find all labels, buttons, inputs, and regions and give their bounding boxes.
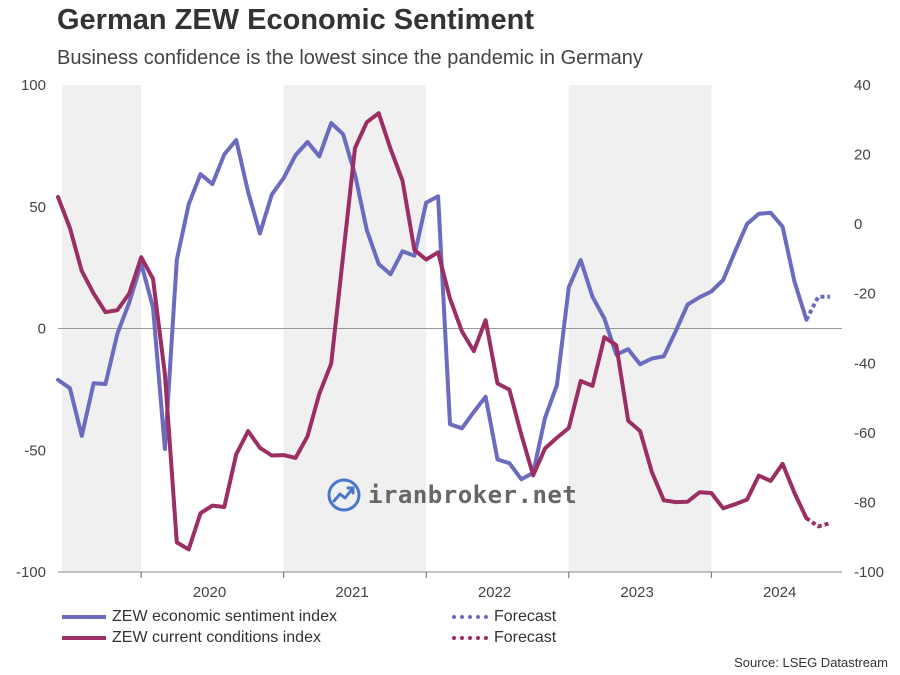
x-tick-label: 2022 [478, 584, 511, 601]
x-tick-label: 2023 [620, 584, 653, 601]
left-y-tick-label: 50 [29, 199, 46, 216]
right-y-tick-label: -80 [854, 494, 876, 511]
legend-item-conditions: ZEW current conditions index [62, 629, 321, 647]
conditions-forecast-line [805, 516, 831, 529]
legend-item-sentiment-forecast: Forecast [452, 608, 556, 626]
source-note: Source: LSEG Datastream [734, 655, 888, 670]
chart-title: German ZEW Economic Sentiment [57, 4, 534, 36]
right-y-tick-label: -100 [854, 564, 884, 581]
legend-label: Forecast [494, 629, 557, 646]
chart-growth-icon [327, 478, 361, 512]
legend-label: Forecast [494, 608, 557, 625]
series-lines [56, 111, 831, 552]
legend-item-conditions-forecast: Forecast [452, 629, 556, 647]
sentiment-line [56, 121, 809, 482]
legend-label: ZEW current conditions index [112, 629, 321, 646]
x-tick-label: 2024 [763, 584, 796, 601]
legend-item-sentiment: ZEW economic sentiment index [62, 608, 337, 626]
right-y-tick-label: 0 [854, 216, 862, 233]
right-y-tick-label: -60 [854, 425, 876, 442]
left-y-tick-label: 0 [38, 321, 46, 338]
x-tick-label: 2020 [193, 584, 226, 601]
x-tick-label: 2021 [335, 584, 368, 601]
right-y-tick-label: 40 [854, 77, 871, 94]
watermark-text: iranbroker.net [368, 481, 578, 509]
left-y-tick-label: 100 [21, 77, 46, 94]
right-y-tick-label: -40 [854, 355, 876, 372]
legend-label: ZEW economic sentiment index [112, 608, 337, 625]
legend-swatch [452, 636, 488, 640]
watermark: iranbroker.net [326, 477, 577, 513]
chart-subtitle: Business confidence is the lowest since … [57, 47, 643, 69]
right-y-tick-label: -20 [854, 286, 876, 303]
right-y-tick-label: 20 [854, 147, 871, 164]
conditions-line [56, 111, 809, 552]
left-y-tick-label: -100 [16, 564, 46, 581]
legend-swatch [62, 636, 106, 640]
left-y-tick-label: -50 [24, 442, 46, 459]
axes: 2020 2021 2022 2023 2024 100 50 0 -50 -100 40 20 0 -2… [16, 77, 884, 601]
legend-swatch [452, 615, 488, 619]
sentiment-forecast-line [804, 294, 831, 321]
legend-swatch [62, 615, 106, 619]
